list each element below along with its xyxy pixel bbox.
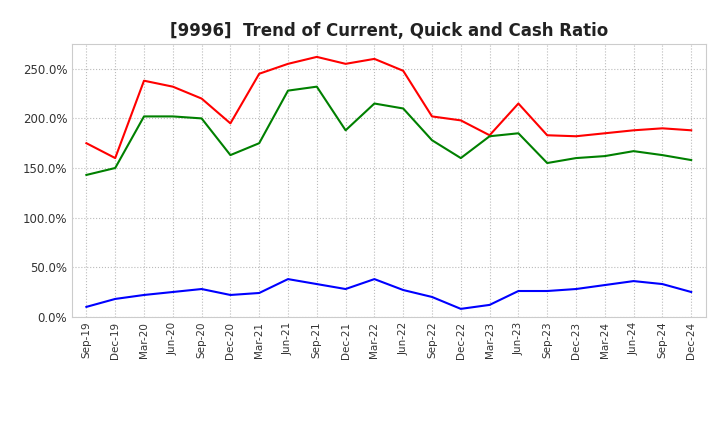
Line: Quick Ratio: Quick Ratio bbox=[86, 87, 691, 175]
Cash Ratio bbox=[514, 288, 523, 293]
Current Ratio bbox=[629, 128, 638, 133]
Cash Ratio bbox=[82, 304, 91, 309]
Quick Ratio bbox=[197, 116, 206, 121]
Quick Ratio bbox=[572, 155, 580, 161]
Cash Ratio bbox=[140, 292, 148, 297]
Current Ratio bbox=[514, 101, 523, 106]
Current Ratio bbox=[370, 56, 379, 62]
Current Ratio bbox=[543, 132, 552, 138]
Quick Ratio bbox=[399, 106, 408, 111]
Quick Ratio bbox=[514, 131, 523, 136]
Current Ratio bbox=[428, 114, 436, 119]
Title: [9996]  Trend of Current, Quick and Cash Ratio: [9996] Trend of Current, Quick and Cash … bbox=[170, 22, 608, 40]
Current Ratio bbox=[312, 54, 321, 59]
Quick Ratio bbox=[687, 158, 696, 163]
Cash Ratio bbox=[658, 282, 667, 287]
Current Ratio bbox=[284, 61, 292, 66]
Current Ratio bbox=[168, 84, 177, 89]
Quick Ratio bbox=[111, 165, 120, 171]
Quick Ratio bbox=[428, 138, 436, 143]
Cash Ratio bbox=[168, 290, 177, 295]
Cash Ratio bbox=[428, 294, 436, 300]
Cash Ratio bbox=[687, 290, 696, 295]
Quick Ratio bbox=[456, 155, 465, 161]
Quick Ratio bbox=[255, 140, 264, 146]
Cash Ratio bbox=[197, 286, 206, 292]
Quick Ratio bbox=[658, 153, 667, 158]
Current Ratio bbox=[600, 131, 609, 136]
Cash Ratio bbox=[572, 286, 580, 292]
Quick Ratio bbox=[370, 101, 379, 106]
Quick Ratio bbox=[226, 153, 235, 158]
Current Ratio bbox=[658, 126, 667, 131]
Quick Ratio bbox=[629, 148, 638, 154]
Cash Ratio bbox=[543, 288, 552, 293]
Cash Ratio bbox=[456, 306, 465, 312]
Current Ratio bbox=[255, 71, 264, 77]
Cash Ratio bbox=[600, 282, 609, 288]
Current Ratio bbox=[572, 134, 580, 139]
Current Ratio bbox=[341, 61, 350, 66]
Quick Ratio bbox=[82, 172, 91, 178]
Current Ratio bbox=[456, 118, 465, 123]
Cash Ratio bbox=[111, 296, 120, 301]
Cash Ratio bbox=[370, 276, 379, 282]
Quick Ratio bbox=[284, 88, 292, 93]
Cash Ratio bbox=[226, 292, 235, 297]
Cash Ratio bbox=[399, 287, 408, 293]
Quick Ratio bbox=[600, 154, 609, 159]
Cash Ratio bbox=[341, 286, 350, 292]
Current Ratio bbox=[399, 68, 408, 73]
Current Ratio bbox=[485, 132, 494, 138]
Cash Ratio bbox=[485, 302, 494, 308]
Current Ratio bbox=[111, 155, 120, 161]
Quick Ratio bbox=[341, 128, 350, 133]
Current Ratio bbox=[197, 96, 206, 101]
Cash Ratio bbox=[284, 276, 292, 282]
Current Ratio bbox=[140, 78, 148, 83]
Current Ratio bbox=[82, 140, 91, 146]
Line: Cash Ratio: Cash Ratio bbox=[86, 279, 691, 309]
Quick Ratio bbox=[312, 84, 321, 89]
Cash Ratio bbox=[255, 290, 264, 296]
Quick Ratio bbox=[543, 161, 552, 166]
Quick Ratio bbox=[485, 134, 494, 139]
Cash Ratio bbox=[312, 282, 321, 287]
Cash Ratio bbox=[629, 279, 638, 284]
Current Ratio bbox=[226, 121, 235, 126]
Quick Ratio bbox=[140, 114, 148, 119]
Quick Ratio bbox=[168, 114, 177, 119]
Line: Current Ratio: Current Ratio bbox=[86, 57, 691, 158]
Current Ratio bbox=[687, 128, 696, 133]
